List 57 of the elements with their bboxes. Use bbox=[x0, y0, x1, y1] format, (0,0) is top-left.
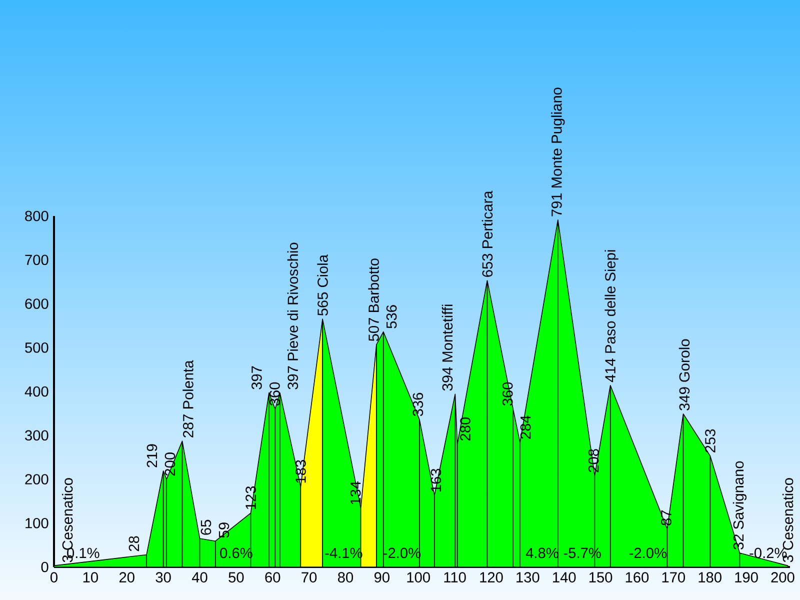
y-tick-label: 600 bbox=[25, 298, 48, 309]
x-tick-label: 30 bbox=[156, 572, 171, 582]
data-label: 287 Polenta bbox=[182, 360, 194, 438]
x-tick-label: 0 bbox=[50, 572, 58, 582]
y-tick-label: 200 bbox=[25, 474, 48, 484]
x-tick-label: 200 bbox=[771, 572, 794, 582]
data-label: 219 bbox=[146, 444, 158, 468]
data-label: 536 bbox=[386, 305, 397, 328]
x-tick-label: 100 bbox=[407, 572, 430, 582]
y-tick-label: 800 bbox=[25, 210, 48, 222]
x-tick-label: 190 bbox=[735, 572, 758, 582]
annotation: -2.0% bbox=[629, 548, 666, 558]
x-tick-label: 20 bbox=[119, 572, 134, 582]
data-label: 397 bbox=[252, 366, 262, 390]
y-tick-label: 400 bbox=[24, 386, 48, 397]
data-label: 360 bbox=[502, 382, 513, 406]
x-tick-label: 10 bbox=[83, 572, 98, 582]
data-label: 123 bbox=[246, 486, 256, 510]
x-tick-label: 50 bbox=[228, 572, 244, 582]
data-label: 507 Barbotto bbox=[368, 258, 379, 342]
x-tick-label: 40 bbox=[192, 572, 208, 582]
x-tick-label: 150 bbox=[589, 572, 612, 582]
x-tick-label: 60 bbox=[265, 572, 280, 582]
data-label: 394 Montetiffi bbox=[442, 304, 453, 391]
x-tick-label: 90 bbox=[374, 572, 390, 582]
x-tick-label: 130 bbox=[516, 572, 540, 582]
y-tick-label: 700 bbox=[25, 254, 48, 266]
data-label: 397 Pieve di Rivoschio bbox=[287, 242, 298, 390]
data-label: 32 Savignano bbox=[732, 461, 747, 550]
x-tick-label: 160 bbox=[626, 572, 649, 582]
data-label: 208 bbox=[588, 449, 599, 472]
x-tick-label: 70 bbox=[302, 572, 317, 582]
data-label: 414 Paso delle Siepi bbox=[604, 250, 618, 382]
data-label: 349 Gorolo bbox=[678, 339, 690, 410]
data-label: 336 bbox=[412, 392, 424, 416]
data-label: 65 bbox=[200, 520, 212, 535]
data-label: 59 bbox=[218, 522, 230, 538]
data-label: 200 bbox=[164, 452, 176, 476]
x-tick-label: 170 bbox=[662, 572, 686, 582]
data-label: 653 Perticara bbox=[482, 190, 493, 277]
x-tick-label: 80 bbox=[338, 572, 354, 582]
data-label: 253 bbox=[705, 429, 716, 452]
y-tick-label: 300 bbox=[25, 430, 48, 441]
x-tick-label: 110 bbox=[444, 572, 466, 582]
data-label: 565 Ciola bbox=[317, 254, 328, 316]
data-label: 28 bbox=[128, 536, 140, 552]
x-tick-label: 180 bbox=[698, 572, 722, 582]
data-label: 183 bbox=[296, 460, 306, 483]
data-label: 791 Monte Pugliano bbox=[551, 88, 565, 216]
y-tick-label: 0 bbox=[41, 562, 48, 572]
y-tick-label: 100 bbox=[26, 518, 48, 528]
data-label: 280 bbox=[460, 417, 470, 440]
data-label: 284 bbox=[520, 416, 531, 439]
data-label: 360 bbox=[270, 382, 280, 406]
x-tick-label: 140 bbox=[553, 572, 576, 582]
x-tick-label: 120 bbox=[480, 572, 503, 582]
y-tick-label: 500 bbox=[25, 342, 48, 353]
